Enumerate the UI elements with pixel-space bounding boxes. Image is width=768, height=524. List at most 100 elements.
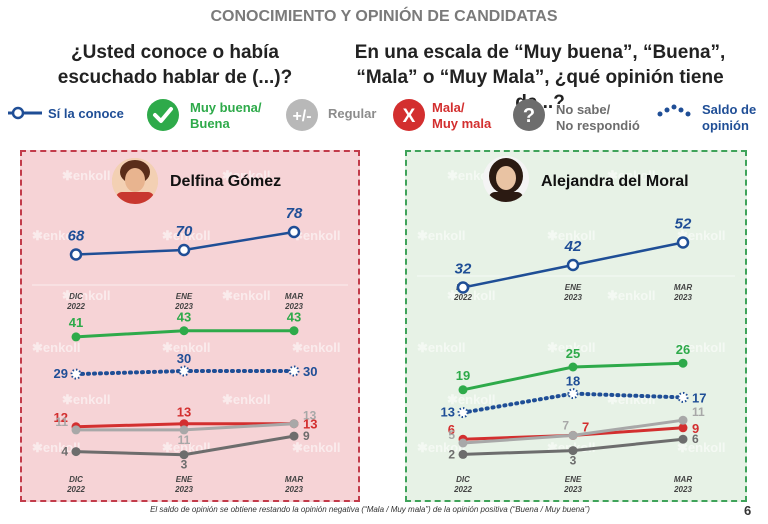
legend-label-saldo: Saldo de opinión	[702, 102, 756, 134]
x-tick-label: DIC	[69, 292, 83, 301]
x-tick-label: DIC	[69, 475, 83, 484]
x-tick-label: MAR	[285, 475, 303, 484]
legend-label-ns-line-1: No sabe/	[556, 102, 611, 117]
chart-delfina-gomez: ✱enkoll ✱enkoll ✱enkoll ✱enkoll ✱enkoll ✱enko…	[32, 168, 348, 494]
panel-alejandra-del-moral: ✱enkoll ✱enkoll ✱enkoll ✱enkoll ✱enkoll ✱enko…	[405, 150, 747, 502]
data-point-regular	[289, 419, 299, 429]
data-label-good: 25	[566, 346, 580, 361]
x-tick-label: ENE	[176, 475, 193, 484]
watermark-text: ✱enkoll	[292, 228, 340, 243]
watermark-text: ✱enkoll	[677, 440, 725, 455]
watermark-text: ✱enkoll	[547, 228, 595, 243]
watermark-text: ✱enkoll	[62, 288, 110, 303]
legend-label-saldo-line-1: Saldo de	[702, 102, 757, 117]
legend-label-bad-line-1: Mala/	[432, 100, 465, 115]
watermark-text: ✱enkoll	[162, 340, 210, 355]
x-tick-label: ENE	[565, 283, 582, 292]
data-label-good: 43	[177, 310, 191, 325]
data-point-good	[71, 332, 81, 342]
data-label-bad: 13	[303, 417, 317, 432]
x-tick-label: MAR	[285, 292, 303, 301]
watermark-text: ✱enkoll	[62, 392, 110, 407]
data-point-good	[568, 362, 578, 372]
data-label-saldo: 18	[566, 374, 580, 389]
watermark-text: ✱enkoll	[292, 440, 340, 455]
data-label-good: 19	[456, 368, 470, 383]
data-point-know	[456, 281, 470, 294]
watermark-text: ✱enkoll	[62, 168, 110, 183]
page-number: 6	[744, 503, 752, 518]
legend: Sí la conoce Muy buena/ Buena +/- Regula…	[0, 96, 768, 144]
data-label-regular: 13	[303, 409, 317, 423]
data-point-regular	[179, 425, 189, 435]
data-label-know: 70	[176, 223, 193, 240]
data-label-know: 42	[564, 238, 582, 255]
watermark-text: ✱enkoll	[447, 392, 495, 407]
watermark-text: ✱enkoll	[607, 168, 655, 183]
x-tick-label-year: 2023	[673, 485, 692, 494]
x-tick-label-year: 2022	[66, 485, 85, 494]
chart-alejandra-del-moral: ✱enkoll ✱enkoll ✱enkoll ✱enkoll ✱enkoll ✱enko…	[417, 168, 735, 494]
data-label-saldo: 17	[692, 390, 706, 405]
avatar-alejandra-del-moral-image	[483, 156, 529, 202]
data-label-bad: 13	[177, 405, 191, 420]
legend-label-regular: Regular	[328, 106, 377, 121]
data-point-know	[69, 248, 83, 261]
data-label-saldo: 30	[177, 351, 191, 366]
svg-text:X: X	[403, 106, 416, 127]
data-point-saldo	[288, 365, 300, 377]
data-point-ns	[179, 450, 189, 460]
x-tick-label-year: 2022	[453, 485, 472, 494]
watermark-text: ✱enkoll	[222, 392, 270, 407]
data-label-good: 43	[287, 310, 301, 325]
data-label-saldo: 30	[303, 364, 317, 379]
watermark-text: ✱enkoll	[547, 340, 595, 355]
svg-text:+/-: +/-	[292, 108, 311, 125]
data-point-ns	[678, 434, 688, 444]
data-point-saldo	[567, 388, 579, 400]
legend-label-ns: No sabe/ No respondió	[556, 102, 640, 134]
data-label-ns: 9	[303, 429, 310, 443]
data-label-ns: 3	[181, 458, 188, 472]
watermark-text: ✱enkoll	[607, 288, 655, 303]
x-tick-label-year: 2023	[174, 302, 193, 311]
data-label-know: 78	[286, 205, 303, 222]
x-tick-label: ENE	[176, 292, 193, 301]
watermark-text: ✱enkoll	[222, 288, 270, 303]
data-point-ns	[289, 431, 299, 441]
data-label-good: 26	[676, 342, 690, 357]
data-label-bad: 12	[54, 410, 68, 425]
legend-label-ns-line-2: No respondió	[556, 118, 640, 133]
data-point-regular	[458, 438, 468, 448]
data-label-know: 52	[675, 216, 692, 233]
data-label-saldo: 13	[441, 405, 455, 420]
data-label-bad: 6	[448, 422, 455, 437]
data-point-good	[678, 358, 688, 368]
data-point-good	[179, 326, 189, 336]
watermark-text: ✱enkoll	[162, 228, 210, 243]
data-label-bad: 9	[692, 421, 699, 436]
data-label-know: 68	[68, 228, 85, 245]
legend-label-bad: Mala/ Muy mala	[432, 100, 491, 132]
candidate-name-delfina-gomez: Delfina Gómez	[170, 173, 282, 190]
x-circle-icon: X	[393, 99, 425, 131]
check-circle-icon	[147, 99, 179, 131]
data-label-know: 32	[455, 261, 472, 278]
x-tick-label-year: 2023	[284, 485, 303, 494]
data-label-ns: 3	[570, 454, 577, 468]
x-tick-label-year: 2023	[563, 293, 582, 302]
question-circle-icon: ?	[513, 99, 545, 131]
series-line-saldo	[461, 391, 685, 415]
question-awareness-line-2: escuchado hablar de (...)?	[57, 67, 293, 88]
avatar-delfina-gomez	[112, 158, 158, 204]
watermark-text: ✱enkoll	[417, 440, 465, 455]
data-point-regular	[678, 415, 688, 425]
data-point-bad	[179, 419, 189, 429]
legend-label-saldo-line-2: opinión	[702, 118, 749, 133]
data-point-know	[676, 236, 690, 249]
data-label-good: 41	[69, 315, 83, 330]
data-label-regular: 7	[562, 418, 569, 432]
data-point-saldo	[178, 365, 190, 377]
x-tick-label: MAR	[674, 283, 692, 292]
candidate-name-alejandra-del-moral: Alejandra del Moral	[541, 173, 689, 190]
